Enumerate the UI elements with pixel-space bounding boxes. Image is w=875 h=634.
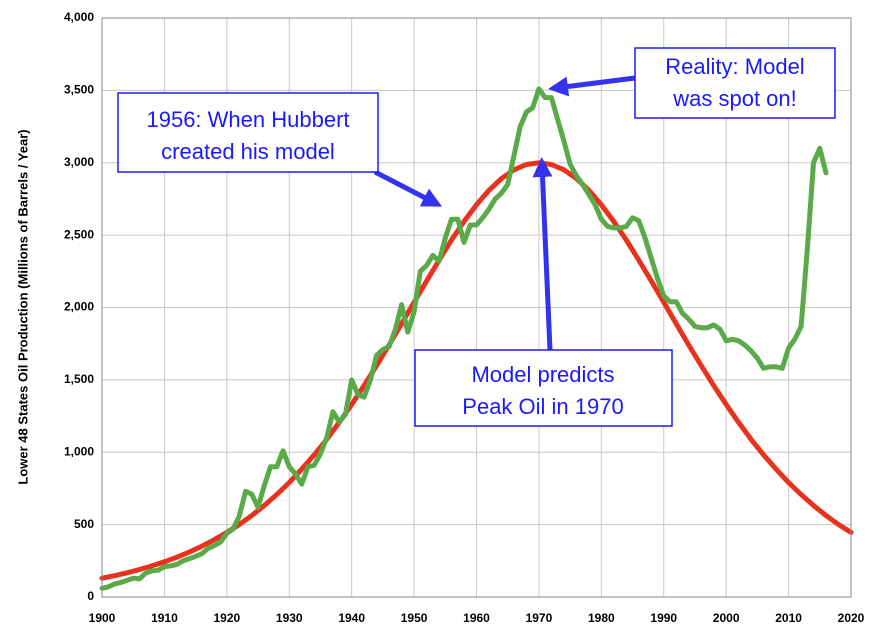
annotation: 1956: When Hubbert created his model xyxy=(117,92,443,207)
x-tick-label: 2010 xyxy=(775,611,802,625)
annotation-box xyxy=(117,92,379,173)
y-tick-label: 1,500 xyxy=(64,372,94,386)
annotation-box xyxy=(634,47,836,119)
x-tick-label: 1970 xyxy=(526,611,553,625)
x-tick-label: 1980 xyxy=(588,611,615,625)
plot-border xyxy=(101,17,852,598)
y-tick-label: 2,000 xyxy=(64,300,94,314)
arrow xyxy=(373,169,443,207)
y-tick-label: 4,000 xyxy=(64,10,94,24)
annotation-text: Model predicts xyxy=(471,362,614,387)
data-line xyxy=(99,86,829,591)
annotation: Reality: Model was spot on! xyxy=(548,47,836,119)
x-tick-label: 1960 xyxy=(463,611,490,625)
annotation-box xyxy=(414,349,673,427)
arrow xyxy=(532,157,553,351)
x-tick-label: 2000 xyxy=(713,611,740,625)
annotation-text: created his model xyxy=(161,139,335,164)
x-tick-label: 1940 xyxy=(338,611,365,625)
x-tick-label: 1900 xyxy=(89,611,116,625)
y-tick-label: 0 xyxy=(87,589,94,603)
annotation-text: was spot on! xyxy=(672,86,797,111)
y-tick-label: 500 xyxy=(74,517,94,531)
annotation: Model predicts Peak Oil in 1970 xyxy=(414,157,673,427)
x-tick-label: 1920 xyxy=(213,611,240,625)
x-tick-label: 1910 xyxy=(151,611,178,625)
arrow xyxy=(548,75,636,97)
x-tick-label: 1930 xyxy=(276,611,303,625)
y-tick-label: 1,000 xyxy=(64,444,94,458)
y-tick-label: 3,500 xyxy=(64,83,94,97)
y-tick-label: 3,000 xyxy=(64,155,94,169)
y-tick-label: 2,500 xyxy=(64,227,94,241)
x-tick-label: 1950 xyxy=(401,611,428,625)
annotation-text: 1956: When Hubbert xyxy=(146,107,349,132)
x-tick-label: 1990 xyxy=(650,611,677,625)
annotation-text: Reality: Model xyxy=(665,54,804,79)
lines xyxy=(99,86,854,591)
y-axis-label: Lower 48 States Oil Production (Millions… xyxy=(15,129,30,484)
x-tick-label: 2020 xyxy=(838,611,865,625)
annotation-text: Peak Oil in 1970 xyxy=(462,394,623,419)
